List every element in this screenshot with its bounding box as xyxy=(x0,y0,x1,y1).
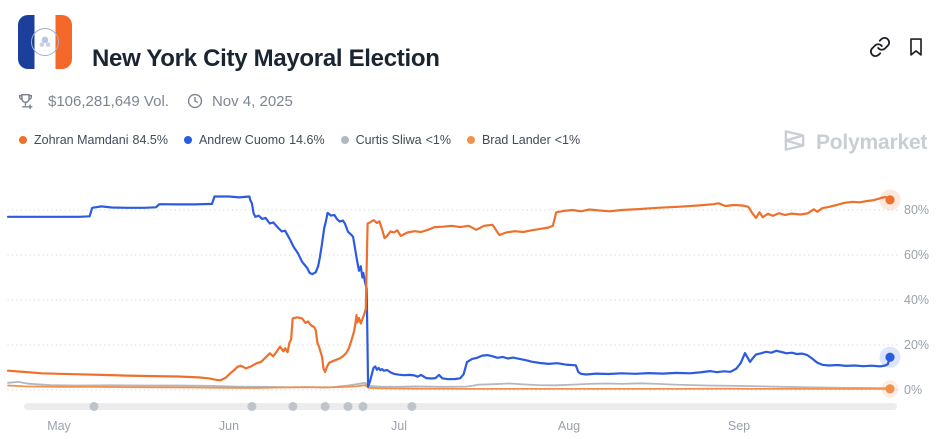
legend-item-brad-lander[interactable]: Brad Lander <1% xyxy=(466,133,581,147)
legend-item-zohran-mamdani[interactable]: Zohran Mamdani 84.5% xyxy=(19,133,168,147)
legend-value: 84.5% xyxy=(132,133,168,147)
legend-value: 14.6% xyxy=(289,133,325,147)
end-marker-dot xyxy=(885,352,895,362)
nyc-seal xyxy=(31,28,59,56)
event-marker-dot[interactable] xyxy=(89,402,99,411)
y-axis-label: 40% xyxy=(904,293,930,307)
nyc-flag-image xyxy=(18,15,72,69)
x-axis-label: May xyxy=(47,419,71,433)
y-axis-label: 60% xyxy=(904,248,930,262)
polymarket-watermark: Polymarket xyxy=(781,127,927,159)
clock-icon xyxy=(186,92,204,110)
legend-value: <1% xyxy=(554,133,581,147)
legend-item-andrew-cuomo[interactable]: Andrew Cuomo 14.6% xyxy=(183,133,325,147)
legend-dot xyxy=(183,136,192,144)
page-title: New York City Mayoral Election xyxy=(92,45,440,73)
series-line-andrew-cuomo xyxy=(6,195,892,388)
legend-value: <1% xyxy=(425,133,451,147)
y-axis-label: 20% xyxy=(904,338,930,352)
legend-dot xyxy=(466,136,475,144)
x-axis-label: Jun xyxy=(218,419,240,433)
price-chart-canvas[interactable] xyxy=(0,163,939,413)
event-marker-dot[interactable] xyxy=(247,402,257,411)
legend-dot xyxy=(340,136,349,144)
chart-legend: Zohran Mamdani 84.5% Andrew Cuomo 14.6% … xyxy=(19,133,580,147)
legend-name: Curtis Sliwa xyxy=(355,133,422,147)
event-marker-dot[interactable] xyxy=(407,402,417,411)
x-axis-label: Aug xyxy=(557,419,581,433)
event-marker-dot[interactable] xyxy=(288,402,298,411)
polymarket-logo-icon xyxy=(781,127,808,159)
legend-name: Zohran Mamdani xyxy=(34,133,129,147)
end-marker-dot xyxy=(885,384,895,394)
timeline-track xyxy=(24,403,897,410)
end-marker-dot xyxy=(885,195,895,205)
price-chart[interactable]: 80% 60% 40% 20% 0% May Jun Jul Aug Sep xyxy=(0,163,939,439)
end-date-text: Nov 4, 2025 xyxy=(211,92,293,110)
bookmark-button[interactable] xyxy=(906,35,930,59)
series-line-brad-lander xyxy=(7,384,891,390)
bookmark-icon xyxy=(906,36,930,58)
series-line-zohran-mamdani xyxy=(6,195,892,382)
legend-dot xyxy=(19,136,27,144)
legend-name: Brad Lander xyxy=(481,133,551,147)
legend-item-curtis-sliwa[interactable]: Curtis Sliwa <1% xyxy=(340,133,451,147)
link-icon xyxy=(869,36,893,58)
x-axis-label: Sep xyxy=(727,419,751,433)
volume-text: $106,281,649 Vol. xyxy=(48,92,169,110)
watermark-text: Polymarket xyxy=(816,131,928,154)
event-marker-dot[interactable] xyxy=(358,402,368,411)
series-line-curtis-sliwa xyxy=(7,380,891,390)
volume-row: $106,281,649 Vol. Nov 4, 2025 xyxy=(16,91,293,111)
trophy-icon xyxy=(16,91,35,111)
event-marker-dot[interactable] xyxy=(320,402,330,411)
y-axis-label: 0% xyxy=(904,383,923,397)
x-axis-label: Jul xyxy=(391,419,407,433)
legend-name: Andrew Cuomo xyxy=(198,133,286,147)
event-marker-dot[interactable] xyxy=(343,402,353,411)
copy-link-button[interactable] xyxy=(869,35,893,59)
y-axis-label: 80% xyxy=(904,203,930,217)
